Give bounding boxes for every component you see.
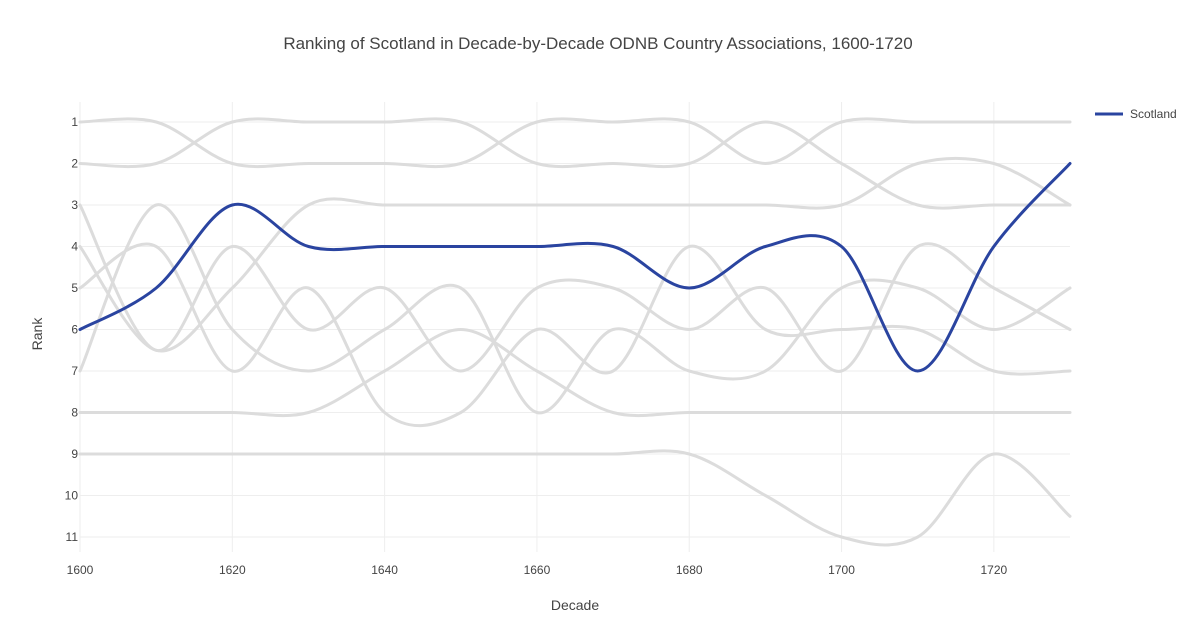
legend-label-scotland: Scotland [1130,107,1177,121]
series-line-scotland[interactable] [78,162,1072,373]
background-series-line [78,327,1072,418]
y-tick-label: 11 [66,530,79,544]
x-tick-label: 1600 [67,563,94,577]
y-axis-ticks: 1 2 3 4 5 6 7 8 9 10 11 [65,115,79,544]
x-tick-label: 1620 [219,563,246,577]
y-tick-label: 8 [71,406,78,420]
legend[interactable]: Scotland [1095,107,1177,121]
y-tick-label: 1 [71,115,78,129]
y-tick-label: 4 [71,240,78,254]
x-tick-label: 1720 [980,563,1007,577]
x-tick-label: 1640 [371,563,398,577]
background-series-line [78,203,1072,415]
background-series-line [78,117,1072,210]
chart-title: Ranking of Scotland in Decade-by-Decade … [283,34,913,53]
x-tick-label: 1700 [828,563,855,577]
y-tick-label: 6 [71,323,78,337]
background-series-line [78,117,1072,169]
x-axis-ticks: 1600 1620 1640 1660 1680 1700 1720 [67,563,1008,577]
y-axis-title: Rank [29,317,45,351]
x-tick-label: 1660 [524,563,551,577]
y-tick-label: 3 [71,198,78,212]
background-series-line [78,156,1072,353]
y-tick-label: 7 [71,364,78,378]
y-tick-label: 2 [71,157,78,171]
x-tick-label: 1680 [676,563,703,577]
background-series-line [78,203,1072,373]
y-tick-label: 5 [71,281,78,295]
highlight-series-line [78,162,1072,373]
y-tick-label: 10 [65,489,79,503]
x-axis-title: Decade [551,597,599,613]
background-series-line [78,449,1072,547]
vertical-gridlines [79,102,995,552]
y-tick-label: 9 [71,447,78,461]
background-series-line [78,242,1072,427]
background-series-lines [78,117,1072,547]
